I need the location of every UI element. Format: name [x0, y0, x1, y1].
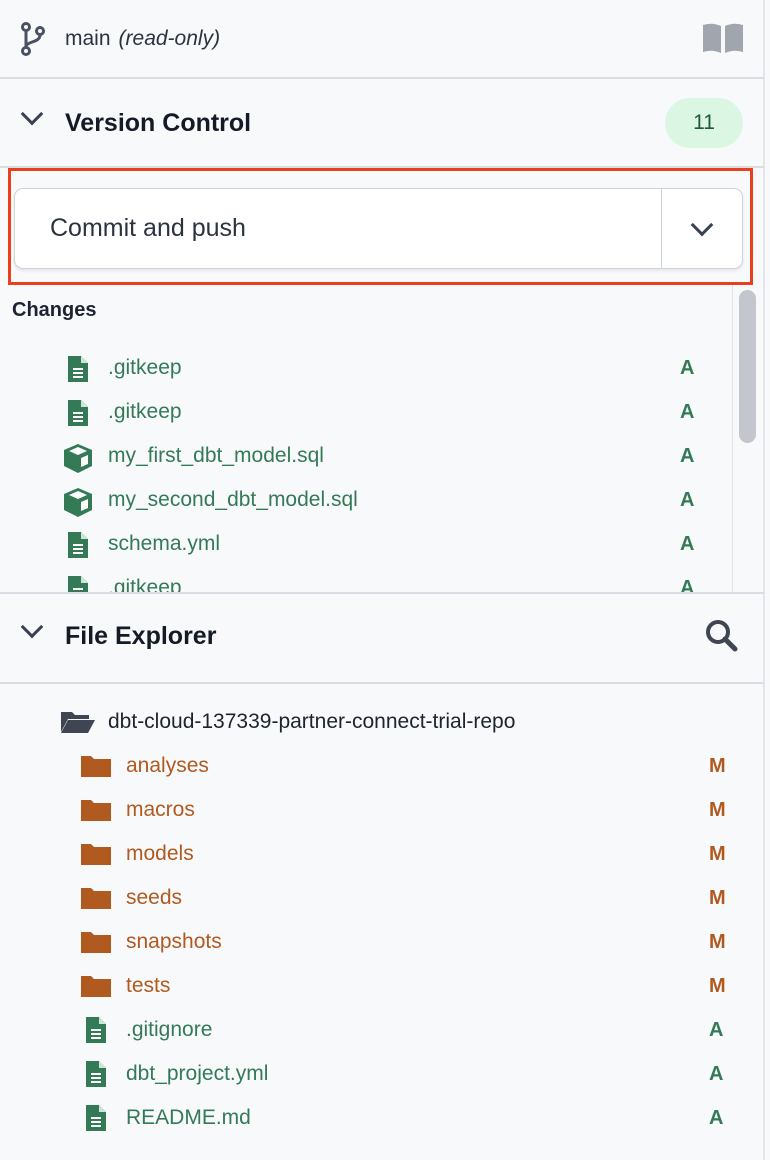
tree-folder-item[interactable]: tests M [0, 964, 762, 1008]
changes-list: .gitkeep A .gitkeep A my_first_dbt_model… [0, 346, 732, 593]
folder-icon [80, 974, 112, 1004]
tree-item-name: tests [126, 974, 171, 997]
change-status: A [680, 400, 695, 423]
tree-item-name: macros [126, 798, 195, 821]
model-cube-icon [64, 444, 92, 473]
scrollbar-track [732, 285, 733, 593]
change-status: A [680, 488, 695, 511]
panel-border [763, 0, 765, 1160]
change-item[interactable]: .gitkeep A [0, 390, 732, 434]
tree-root-folder[interactable]: dbt-cloud-137339-partner-connect-trial-r… [0, 700, 762, 744]
tree-item-status: M [709, 842, 726, 865]
commit-options-dropdown[interactable] [661, 189, 742, 268]
branch-mode: (read-only) [118, 27, 221, 50]
tree-item-name: models [126, 842, 194, 865]
tree-folder-item[interactable]: macros M [0, 788, 762, 832]
tree-item-name: .gitignore [126, 1018, 213, 1041]
changes-count-badge: 11 [665, 98, 743, 148]
tree-item-name: seeds [126, 886, 183, 909]
file-explorer-toggle[interactable] [20, 615, 44, 639]
highlight-box [8, 168, 753, 285]
version-control-toggle[interactable] [20, 102, 44, 126]
tree-item-name: README.md [126, 1106, 251, 1129]
commit-split-button: Commit and push [14, 188, 743, 269]
tree-item-status: M [709, 798, 726, 821]
chevron-down-icon [20, 615, 44, 639]
tree-file-item[interactable]: dbt_project.yml A [0, 1052, 762, 1096]
branch-name: main [65, 27, 111, 50]
change-filename: my_second_dbt_model.sql [108, 488, 358, 511]
tree-folder-item[interactable]: snapshots M [0, 920, 762, 964]
scrollbar-thumb[interactable] [739, 290, 756, 443]
file-icon [68, 576, 88, 593]
file-icon [84, 1016, 108, 1050]
commit-and-push-button[interactable]: Commit and push [50, 214, 246, 242]
book-icon[interactable] [702, 22, 744, 59]
tree-file-item[interactable]: README.md A [0, 1096, 762, 1140]
tree-item-name: snapshots [126, 930, 222, 953]
file-icon [68, 356, 88, 382]
change-status: A [680, 356, 695, 379]
version-control-title: Version Control [65, 109, 252, 137]
file-icon [68, 532, 88, 558]
file-icon [68, 400, 88, 426]
changes-label: Changes [12, 299, 97, 321]
git-branch-icon [20, 22, 46, 61]
file-icon [84, 1060, 108, 1094]
tree-item-status: M [709, 974, 726, 997]
change-status: A [680, 444, 695, 467]
change-item[interactable]: .gitkeep A [0, 346, 732, 390]
model-cube-icon [64, 488, 92, 517]
change-item[interactable]: schema.yml A [0, 522, 732, 566]
folder-open-icon [61, 712, 95, 733]
divider [0, 166, 764, 168]
tree-folder-item[interactable]: models M [0, 832, 762, 876]
change-item[interactable]: my_first_dbt_model.sql A [0, 434, 732, 478]
chevron-down-icon [690, 213, 714, 236]
folder-icon [80, 754, 112, 784]
change-filename: .gitkeep [108, 356, 182, 379]
change-filename: .gitkeep [108, 400, 182, 423]
branch-label: main (read-only) [65, 27, 220, 51]
change-status: A [680, 532, 695, 555]
tree-file-item[interactable]: .gitignore A [0, 1008, 762, 1052]
tree-item-status: A [709, 1018, 724, 1041]
change-status: A [680, 576, 695, 594]
tree-item-name: analyses [126, 754, 209, 777]
change-filename: my_first_dbt_model.sql [108, 444, 324, 467]
divider [0, 77, 764, 79]
change-item[interactable]: .gitkeep A [0, 566, 732, 593]
tree-folder-item[interactable]: analyses M [0, 744, 762, 788]
tree-item-status: M [709, 886, 726, 909]
file-explorer-title: File Explorer [65, 622, 217, 650]
tree-folder-item[interactable]: seeds M [0, 876, 762, 920]
change-filename: schema.yml [108, 532, 221, 555]
file-icon [84, 1104, 108, 1138]
folder-icon [80, 930, 112, 960]
folder-icon [80, 842, 112, 872]
divider [0, 592, 764, 594]
tree-item-name: dbt_project.yml [126, 1062, 269, 1085]
tree-item-status: M [709, 930, 726, 953]
folder-icon [80, 798, 112, 828]
change-filename: .gitkeep [108, 576, 182, 593]
folder-icon [80, 886, 112, 916]
tree-item-status: M [709, 754, 726, 777]
tree-item-status: A [709, 1106, 724, 1129]
divider [0, 682, 764, 684]
search-icon[interactable] [704, 618, 740, 659]
tree-item-status: A [709, 1062, 724, 1085]
chevron-down-icon [20, 102, 44, 126]
root-folder-name: dbt-cloud-137339-partner-connect-trial-r… [108, 710, 516, 733]
change-item[interactable]: my_second_dbt_model.sql A [0, 478, 732, 522]
